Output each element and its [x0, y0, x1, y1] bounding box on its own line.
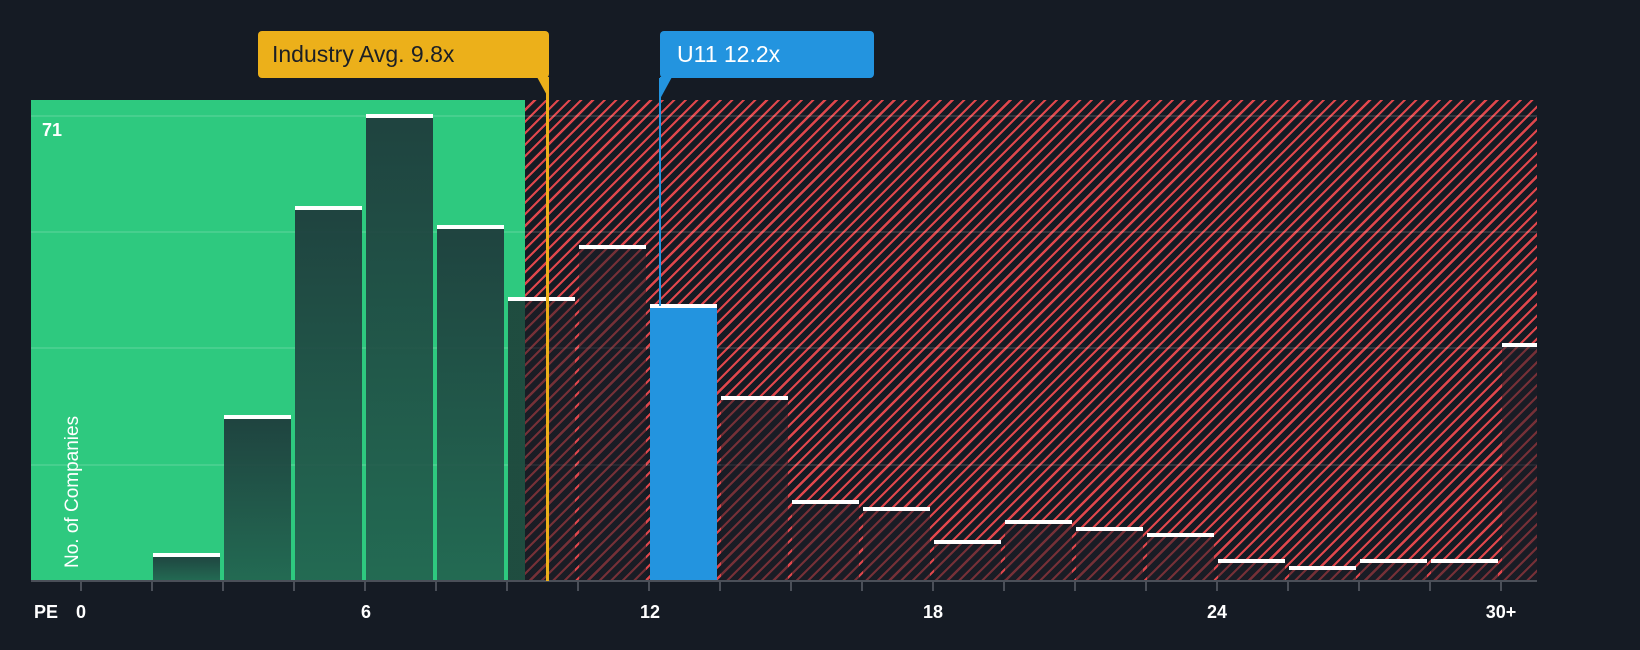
histogram-bar [224, 415, 291, 581]
x-tick [1429, 582, 1431, 591]
bar-cap [437, 225, 504, 229]
bar-cap [1502, 343, 1537, 347]
histogram-bar [366, 114, 433, 581]
bar-cap [934, 540, 1001, 544]
x-tick [1216, 582, 1218, 591]
x-tick [648, 582, 650, 591]
bar-cap [153, 553, 220, 557]
bar-cap [863, 507, 930, 511]
x-tick [506, 582, 508, 591]
histogram-bar [1218, 559, 1285, 581]
bar-cap [1218, 559, 1285, 563]
bar-cap [366, 114, 433, 118]
x-tick-label: 6 [360, 602, 372, 622]
x-tick [790, 582, 792, 591]
x-tick [222, 582, 224, 591]
histogram-bar [1289, 566, 1356, 581]
company-bar [650, 304, 717, 581]
histogram-bar [721, 396, 788, 581]
y-max-label: 71 [42, 120, 63, 140]
bar-cap [792, 500, 859, 504]
histogram-bar [1147, 533, 1214, 581]
bar-cap [1076, 527, 1143, 531]
histogram-bar [1431, 559, 1498, 581]
x-axis-title: PE [34, 602, 59, 622]
x-tick-label: 24 [1206, 602, 1228, 622]
bar-cap [579, 245, 646, 249]
x-tick [577, 582, 579, 591]
x-tick [719, 582, 721, 591]
histogram-bar [1360, 559, 1427, 581]
x-tick [1145, 582, 1147, 591]
gridline [31, 347, 1537, 349]
histogram-bar [508, 297, 575, 581]
x-tick-label: 30+ [1485, 602, 1517, 622]
bar-cap [721, 396, 788, 400]
x-tick-label: 12 [639, 602, 661, 622]
bar-cap [1147, 533, 1214, 537]
industry-avg-pointer [537, 77, 549, 99]
histogram-bar [1005, 520, 1072, 581]
industry-avg-line [546, 78, 549, 581]
x-tick [1358, 582, 1360, 591]
industry-avg-callout: Industry Avg. 9.8x [258, 31, 549, 78]
x-axis [31, 580, 1537, 582]
histogram-bar [437, 225, 504, 581]
gridline [31, 115, 1537, 117]
company-line [659, 78, 661, 306]
x-tick [293, 582, 295, 591]
x-tick [1287, 582, 1289, 591]
histogram-bar [792, 500, 859, 581]
y-axis-title: No. of Companies [62, 415, 83, 568]
x-tick-label: 0 [75, 602, 87, 622]
bar-cap [1005, 520, 1072, 524]
x-tick [861, 582, 863, 591]
company-callout: U11 12.2x [660, 31, 874, 78]
x-tick [1074, 582, 1076, 591]
bar-cap [1289, 566, 1356, 570]
plot-area [31, 100, 1537, 581]
histogram-bar [153, 553, 220, 581]
x-tick [80, 582, 82, 591]
x-tick [435, 582, 437, 591]
histogram-bar [579, 245, 646, 581]
histogram-bar [1076, 527, 1143, 581]
bar-cap [650, 304, 717, 308]
bar-cap [295, 206, 362, 210]
histogram-bar [863, 507, 930, 581]
x-tick-label: 18 [922, 602, 944, 622]
x-tick [364, 582, 366, 591]
bar-cap [1431, 559, 1498, 563]
x-tick [151, 582, 153, 591]
x-tick [1003, 582, 1005, 591]
x-tick [1500, 582, 1502, 591]
gridline [31, 231, 1537, 233]
histogram-bar [1502, 343, 1537, 581]
x-tick [932, 582, 934, 591]
histogram-bar [295, 206, 362, 581]
histogram-bar [934, 540, 1001, 581]
bar-cap [1360, 559, 1427, 563]
bar-cap [224, 415, 291, 419]
bar-cap [508, 297, 575, 301]
company-pointer [660, 77, 672, 99]
